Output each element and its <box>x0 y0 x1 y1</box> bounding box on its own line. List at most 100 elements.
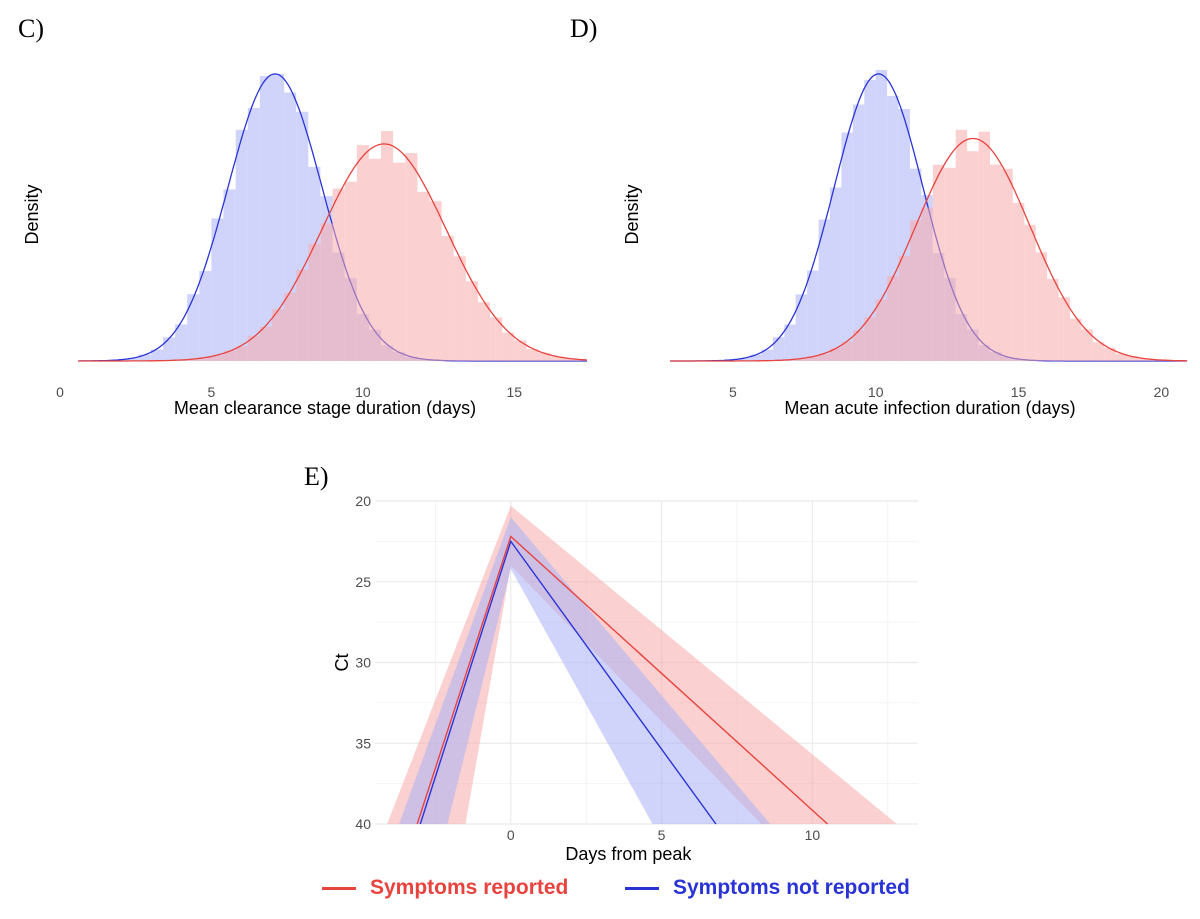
hist-bar-d-reported <box>944 167 956 361</box>
hist-bar-c-reported <box>465 281 478 361</box>
y-tick-e-2: 30 <box>355 655 371 671</box>
hist-bar-c-reported <box>259 326 272 361</box>
hist-bar-c-reported <box>538 352 551 361</box>
hist-bar-d-reported <box>795 358 808 361</box>
hist-bar-d-reported <box>1070 318 1082 361</box>
legend-swatch-red <box>322 886 356 890</box>
y-tick-e-4: 40 <box>355 816 371 832</box>
hist-bar-d-not-reported <box>738 358 750 361</box>
x-axis-label-d: Mean acute infection duration (days) <box>784 398 1075 418</box>
hist-bar-d-reported <box>875 299 888 361</box>
legend-label-symptoms-reported: Symptoms reported <box>370 876 569 899</box>
hist-bar-d-reported <box>852 330 865 361</box>
hist-bar-c-not-reported <box>163 337 176 361</box>
legend-item-symptoms-reported: Symptoms reported <box>322 876 568 900</box>
hist-bar-d-reported <box>818 353 830 361</box>
hist-bar-c-reported <box>368 158 381 361</box>
hist-bar-c-not-reported <box>175 324 188 361</box>
hist-bar-c-not-reported <box>247 107 260 362</box>
hist-bar-c-not-reported <box>211 218 224 361</box>
hist-bar-c-reported <box>477 302 490 361</box>
hist-bar-c-not-reported <box>126 358 139 361</box>
hist-bar-d-reported <box>864 317 876 361</box>
x-axis-label-e: Days from peak <box>565 844 692 864</box>
hist-bar-d-reported <box>1024 224 1036 361</box>
hist-bar-d-not-reported <box>875 70 888 361</box>
hist-bar-c-reported <box>296 269 309 361</box>
y-tick-e-0: 20 <box>355 493 371 509</box>
x-tick-d-1: 10 <box>868 384 884 400</box>
x-tick-e-2: 10 <box>805 827 821 843</box>
x-tick-d-0: 5 <box>729 384 737 400</box>
hist-bar-c-reported <box>429 201 442 361</box>
hist-bar-d-reported <box>1001 168 1013 361</box>
y-axis-label-c: Density <box>22 184 42 244</box>
hist-bar-d-not-reported <box>795 294 808 361</box>
hist-bar-c-reported <box>344 181 357 361</box>
hist-bar-d-not-reported <box>898 109 910 361</box>
hist-bar-c-not-reported <box>223 189 236 361</box>
hist-bar-c-reported <box>514 340 527 361</box>
hist-bar-c-reported <box>284 292 297 361</box>
hist-bar-c-not-reported <box>199 271 212 361</box>
y-tick-e-3: 35 <box>355 735 371 751</box>
hist-bar-d-reported <box>1058 297 1070 361</box>
hist-bar-d-not-reported <box>852 104 865 361</box>
hist-bar-d-reported <box>910 220 922 361</box>
x-tick-c-3: 15 <box>506 384 522 400</box>
hist-bar-c-reported <box>417 191 430 361</box>
hist-bar-d-reported <box>1035 252 1048 361</box>
hist-bar-c-not-reported <box>187 294 200 361</box>
legend-label-symptoms-not-reported: Symptoms not reported <box>673 876 910 899</box>
panel-label-c: C) <box>18 14 44 43</box>
hist-bar-c-reported <box>235 346 248 361</box>
hist-bar-c-reported <box>332 188 345 361</box>
hist-bar-d-reported <box>932 164 945 361</box>
x-tick-e-1: 5 <box>658 827 666 843</box>
hist-bar-c-reported <box>187 359 200 361</box>
panel-label-e: E) <box>304 462 329 491</box>
hist-bar-c-not-reported <box>259 76 272 361</box>
x-tick-d-2: 15 <box>1011 384 1027 400</box>
hist-bar-c-reported <box>574 359 587 361</box>
hist-bar-c-reported <box>550 356 563 361</box>
hist-bar-d-not-reported <box>807 270 819 361</box>
hist-bar-c-reported <box>356 145 369 361</box>
hist-bar-c-reported <box>223 350 236 361</box>
hist-bar-c-reported <box>308 243 321 361</box>
hist-bar-c-reported <box>562 358 575 361</box>
x-tick-c-2: 10 <box>355 384 371 400</box>
panel-label-d: D) <box>570 14 598 43</box>
x-tick-d-3: 20 <box>1154 384 1170 400</box>
hist-bar-c-reported <box>453 256 466 361</box>
hist-bar-c-reported <box>405 153 418 361</box>
legend: Symptoms reported Symptoms not reported <box>0 876 1200 908</box>
x-axis-label-c: Mean clearance stage duration (days) <box>174 398 476 418</box>
hist-bar-d-reported <box>1138 358 1150 361</box>
density-curve-d-reported <box>670 137 1188 362</box>
x-tick-c-1: 5 <box>208 384 216 400</box>
hist-bar-c-not-reported <box>235 129 248 361</box>
hist-bar-d-reported <box>1012 203 1025 361</box>
legend-swatch-blue <box>625 886 659 890</box>
hist-bar-d-reported <box>898 256 910 361</box>
ct-line-reported <box>416 535 828 825</box>
hist-bar-d-not-reported <box>818 219 830 361</box>
hist-bar-c-reported <box>502 332 515 361</box>
hist-bar-c-reported <box>247 335 260 361</box>
ci-ribbon-reported <box>387 505 897 824</box>
hist-bar-d-reported <box>807 356 819 361</box>
hist-bar-c-reported <box>381 131 394 361</box>
hist-bar-d-reported <box>921 207 933 361</box>
y-axis-label-d: Density <box>622 184 642 244</box>
hist-bar-d-reported <box>841 341 853 361</box>
hist-bar-d-not-reported <box>864 79 876 362</box>
hist-bar-c-not-reported <box>150 349 163 361</box>
hist-bar-d-reported <box>1092 342 1105 361</box>
x-tick-c-0: 0 <box>56 384 64 400</box>
hist-bar-d-not-reported <box>784 324 796 361</box>
hist-bar-c-reported <box>272 309 285 361</box>
hist-bar-c-not-reported <box>138 354 151 361</box>
hist-bar-d-reported <box>967 151 979 361</box>
